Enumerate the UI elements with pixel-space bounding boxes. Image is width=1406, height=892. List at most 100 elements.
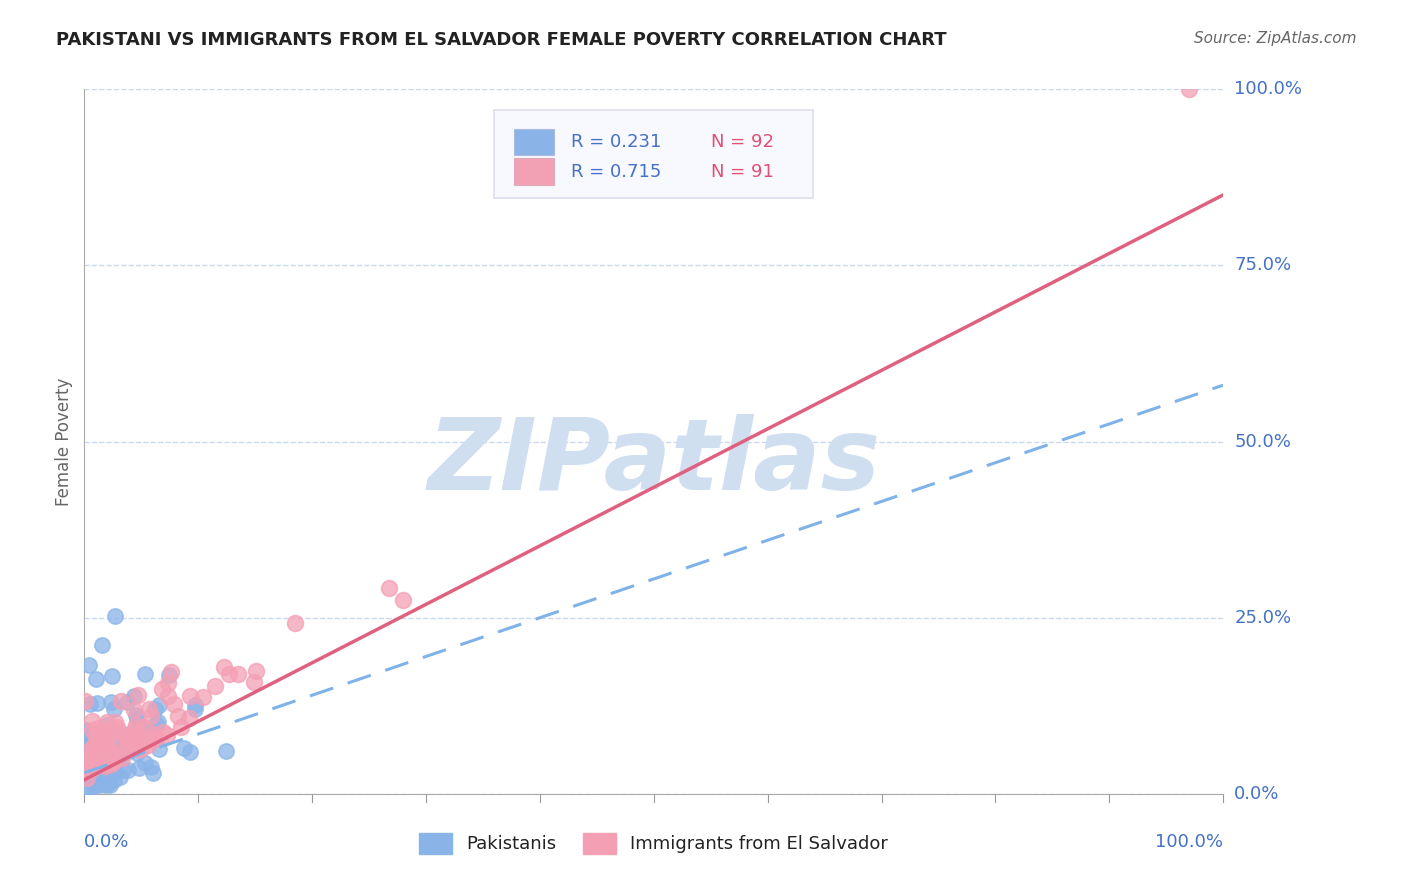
Point [76,724,98,739]
Point [170,720,193,734]
Point [110,745,132,759]
Point [94,778,117,792]
Point [117,763,139,777]
Point [129,742,152,756]
Point [103,702,125,716]
Point [139,732,162,747]
Point [115,729,138,743]
Point [80,763,103,777]
Point [77,749,100,764]
Point [156,689,179,703]
Point [101,754,124,768]
Text: N = 92: N = 92 [711,133,773,151]
Point [111,751,134,765]
Point [173,741,195,756]
Point [215,744,238,758]
Point [80,741,103,756]
Point [79,698,101,712]
Point [138,702,160,716]
Point [134,756,156,771]
Point [128,761,150,775]
Text: 100.0%: 100.0% [1234,80,1302,98]
Point [86,696,108,710]
Point [80,774,103,789]
Text: 75.0%: 75.0% [1234,256,1292,275]
Point [142,731,165,745]
Point [82,745,104,759]
Point [143,731,166,746]
Point [76,749,98,764]
Point [91,723,114,738]
Point [83,738,105,752]
Point [96,764,118,778]
Point [245,664,267,678]
Point [141,760,163,774]
Point [100,668,122,682]
Bar [513,128,554,155]
Point [82,745,104,759]
Point [114,735,136,749]
Point [83,753,105,767]
Point [125,746,148,760]
Point [96,714,118,729]
Point [84,741,107,756]
Point [104,609,127,624]
Point [117,739,139,753]
Point [226,667,249,681]
Point [96,742,118,756]
Point [84,770,107,784]
Point [148,742,170,756]
Point [96,717,118,731]
Point [83,777,105,791]
Point [75,783,97,797]
Point [145,716,167,731]
Point [143,702,166,716]
Point [378,581,401,595]
Point [76,743,98,757]
Point [76,731,98,745]
Point [110,694,132,708]
Point [111,763,134,777]
Point [111,747,134,761]
Point [122,703,145,717]
Point [75,771,97,785]
Point [84,752,107,766]
Point [107,747,129,762]
Point [89,739,111,754]
Point [212,660,235,674]
Point [107,733,129,747]
Text: ZIPatlas: ZIPatlas [427,414,880,511]
Text: 0.0%: 0.0% [84,832,129,851]
Point [87,756,110,770]
Point [150,681,173,696]
Bar [513,158,554,185]
Point [101,748,124,763]
Point [76,762,98,776]
Text: 25.0%: 25.0% [1234,608,1292,627]
Point [100,695,122,709]
Point [93,764,115,778]
Point [93,753,115,767]
Point [101,763,124,777]
Point [98,725,121,739]
Point [90,728,112,742]
Point [96,777,118,791]
Point [82,774,104,789]
Point [79,755,101,769]
Text: 0.0%: 0.0% [1234,785,1279,803]
Point [103,744,125,758]
Point [87,730,110,744]
Point [183,698,205,713]
Point [148,698,170,712]
Point [135,725,157,739]
Point [127,733,149,747]
Point [284,615,307,630]
Point [134,667,156,681]
Point [80,763,103,777]
Point [143,727,166,741]
Point [83,779,105,793]
Point [100,756,122,771]
Point [80,762,103,776]
Point [128,719,150,733]
Point [89,778,111,792]
